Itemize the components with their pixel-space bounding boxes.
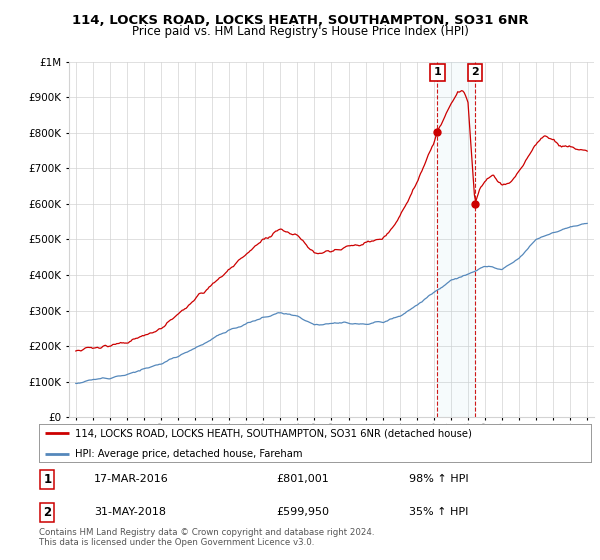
Text: Price paid vs. HM Land Registry's House Price Index (HPI): Price paid vs. HM Land Registry's House …: [131, 25, 469, 38]
Text: 114, LOCKS ROAD, LOCKS HEATH, SOUTHAMPTON, SO31 6NR: 114, LOCKS ROAD, LOCKS HEATH, SOUTHAMPTO…: [71, 14, 529, 27]
Text: HPI: Average price, detached house, Fareham: HPI: Average price, detached house, Fare…: [75, 449, 302, 459]
Text: 1: 1: [433, 67, 441, 77]
Text: 98% ↑ HPI: 98% ↑ HPI: [409, 474, 469, 484]
Bar: [437, 62, 475, 417]
Text: 114, LOCKS ROAD, LOCKS HEATH, SOUTHAMPTON, SO31 6NR (detached house): 114, LOCKS ROAD, LOCKS HEATH, SOUTHAMPTO…: [75, 428, 472, 438]
Text: 1: 1: [43, 473, 52, 486]
Text: 31-MAY-2018: 31-MAY-2018: [94, 507, 166, 517]
Text: Contains HM Land Registry data © Crown copyright and database right 2024.
This d: Contains HM Land Registry data © Crown c…: [39, 528, 374, 547]
Text: £599,950: £599,950: [277, 507, 329, 517]
Text: 35% ↑ HPI: 35% ↑ HPI: [409, 507, 468, 517]
Text: 2: 2: [43, 506, 52, 519]
Text: 17-MAR-2016: 17-MAR-2016: [94, 474, 169, 484]
Text: 2: 2: [471, 67, 479, 77]
Text: £801,001: £801,001: [277, 474, 329, 484]
